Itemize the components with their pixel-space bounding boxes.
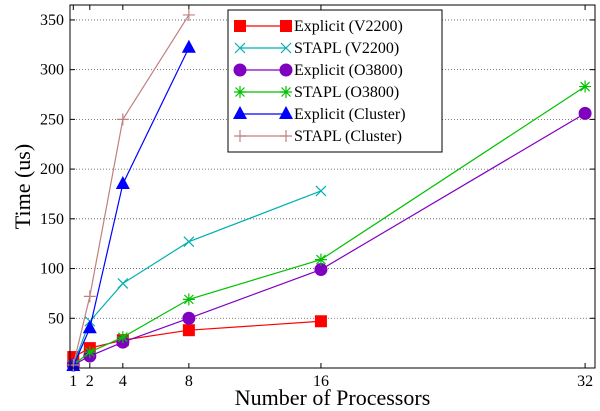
legend-label: Explicit (Cluster) (294, 106, 406, 123)
data-point (579, 80, 592, 93)
data-point (82, 320, 97, 334)
legend-label: STAPL (O3800) (294, 84, 399, 101)
legend-item: STAPL (Cluster) (234, 128, 402, 145)
y-tick-label: 50 (48, 310, 64, 327)
data-point (115, 176, 130, 190)
y-tick-label: 150 (40, 211, 64, 228)
data-point (67, 359, 80, 372)
legend-item: STAPL (V2200) (234, 40, 399, 57)
legend-item: Explicit (V2200) (234, 18, 403, 35)
data-point (117, 278, 129, 289)
legend: Explicit (V2200) STAPL (V2200) Explicit (O… (227, 9, 443, 153)
data-point (181, 39, 196, 53)
series-x (67, 185, 327, 371)
series-star (67, 80, 592, 372)
legend-item: STAPL (O3800) (234, 84, 399, 101)
legend-marker (233, 63, 247, 77)
legend-marker (233, 106, 247, 119)
legend-marker (234, 130, 246, 142)
data-point (116, 331, 129, 344)
y-tick-label: 250 (40, 111, 64, 128)
data-point (578, 106, 592, 120)
legend-marker (234, 20, 246, 32)
data-point (314, 253, 327, 266)
legend-item: Explicit (Cluster) (233, 106, 406, 123)
legend-item: Explicit (O3800) (233, 62, 403, 79)
series-line (72, 47, 190, 367)
legend-marker (280, 42, 292, 54)
data-point (182, 324, 195, 337)
y-tick-label: 100 (40, 261, 64, 278)
legend-marker (279, 63, 293, 77)
legend-label: Explicit (O3800) (294, 62, 403, 79)
data-point (83, 346, 96, 359)
y-tick-label: 300 (40, 62, 64, 79)
legend-marker (280, 130, 292, 142)
x-tick-label: 16 (313, 373, 329, 390)
y-axis-title: Time (us) (10, 144, 35, 229)
legend-box (227, 9, 443, 153)
plot-frame (69, 4, 596, 369)
x-tick-label: 8 (185, 373, 193, 390)
data-point (183, 236, 195, 248)
data-point (182, 311, 196, 325)
grid-lines (70, 19, 595, 319)
legend-label: Explicit (V2200) (294, 18, 403, 35)
series-line (73, 320, 321, 358)
legend-marker (280, 20, 292, 32)
axis-ticks: 50 100 150 200 250 300 350 1 2 4 8 16 32 (40, 5, 595, 390)
legend-marker (280, 86, 292, 98)
data-point (83, 290, 96, 303)
series-square (67, 315, 327, 364)
y-tick-label: 200 (40, 161, 64, 178)
series-plus (67, 8, 195, 372)
data-point (182, 8, 195, 21)
data-point (315, 185, 327, 197)
data-point (314, 315, 327, 328)
x-tick-label: 1 (69, 373, 77, 390)
legend-marker (234, 86, 246, 98)
y-tick-label: 350 (40, 12, 64, 29)
x-tick-label: 4 (119, 373, 127, 390)
data-point (182, 293, 195, 306)
series-line (72, 14, 190, 366)
legend-label: STAPL (V2200) (294, 40, 399, 57)
x-axis-title: Number of Processors (235, 385, 431, 410)
data-point (314, 263, 328, 277)
x-tick-label: 2 (86, 373, 94, 390)
x-tick-label: 32 (577, 373, 593, 390)
legend-marker (279, 106, 293, 119)
data-point (116, 113, 129, 126)
series-circle (66, 106, 592, 372)
legend-label: STAPL (Cluster) (294, 128, 402, 145)
series-triangle (66, 39, 196, 372)
legend-marker (234, 42, 246, 54)
series-line (72, 190, 322, 366)
